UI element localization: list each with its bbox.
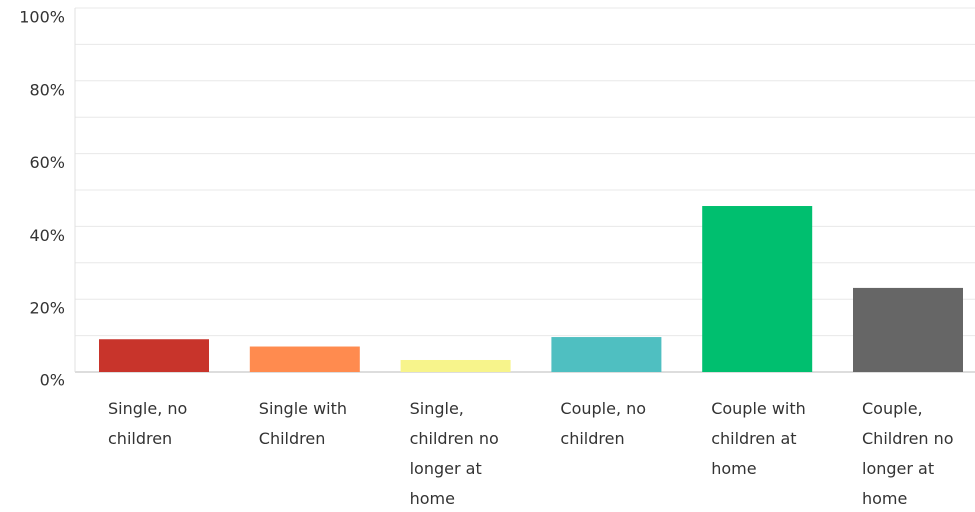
bar	[853, 287, 963, 372]
bar	[702, 206, 813, 372]
y-tick-label: 40%	[29, 226, 65, 245]
y-tick-label: 0%	[40, 371, 65, 390]
bar	[249, 346, 360, 372]
x-tick-label: Single, no children	[108, 399, 188, 448]
bar	[99, 339, 209, 372]
y-tick-label: 60%	[29, 153, 65, 172]
y-tick-label: 100%	[19, 8, 65, 27]
x-tick-label: Couple, no children	[560, 399, 647, 448]
x-tick-label: Couple with children at home	[711, 399, 806, 478]
bar	[400, 359, 511, 372]
y-tick-label: 80%	[29, 80, 65, 99]
x-tick-label: Couple, Children no longer at home	[862, 399, 954, 508]
x-tick-label: Single, children no longer at home	[409, 399, 499, 508]
x-tick-label: Single with Children	[258, 399, 348, 448]
bar	[551, 337, 662, 372]
y-tick-label: 20%	[29, 299, 65, 318]
